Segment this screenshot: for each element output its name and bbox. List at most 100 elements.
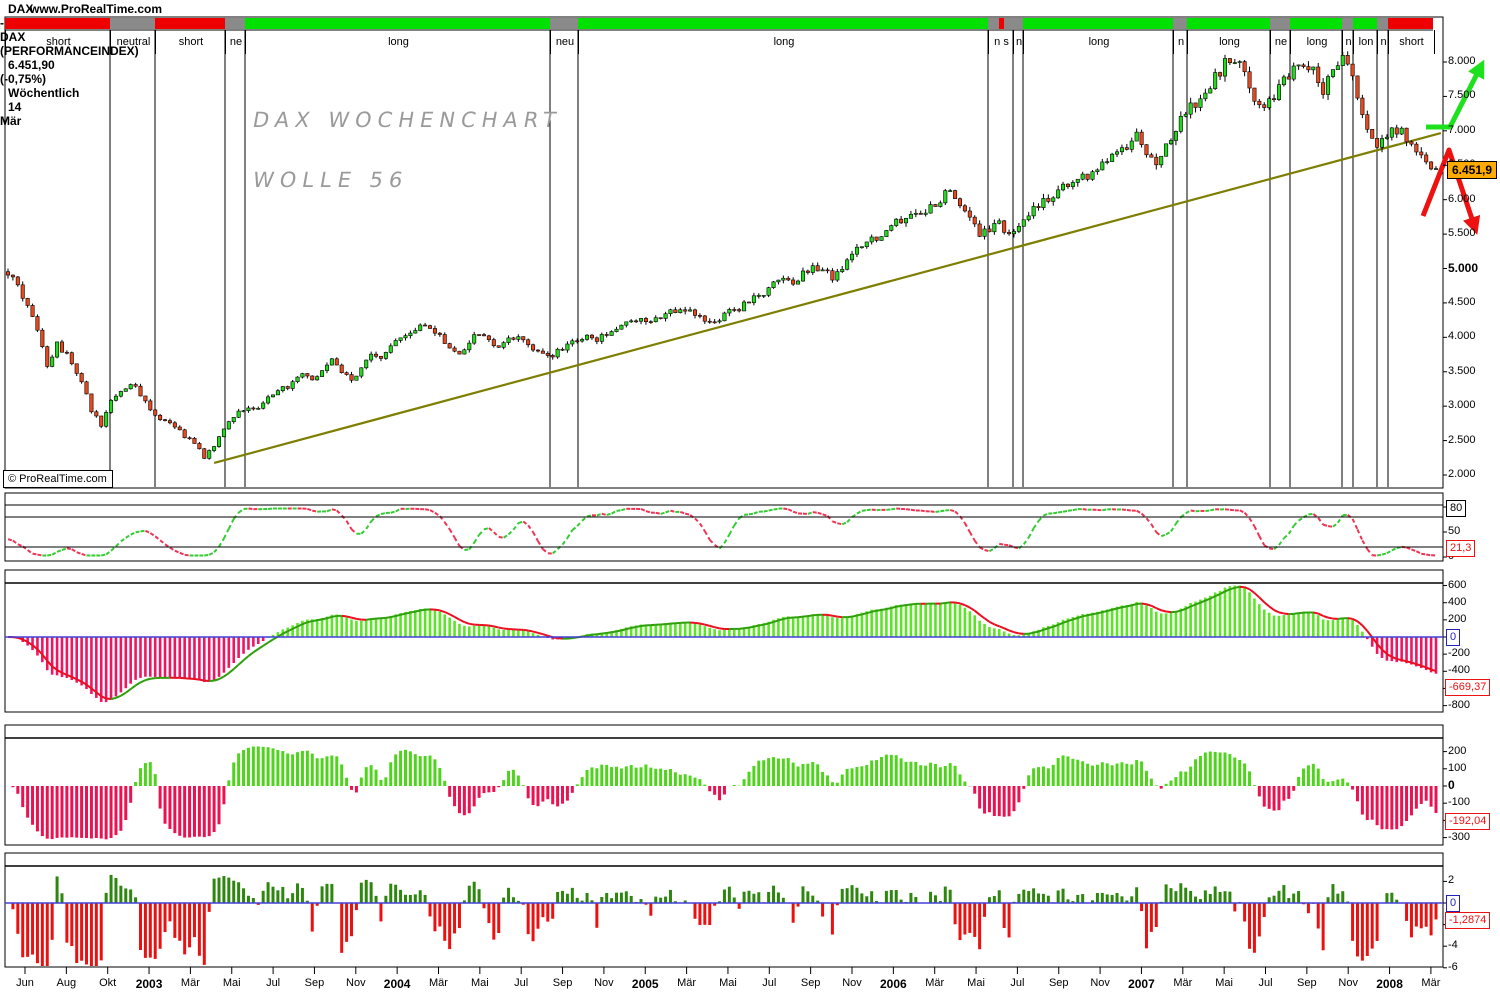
timeframe-label: Wöchentlich [8, 86, 80, 100]
signal-segment-label: ne [1270, 30, 1291, 54]
signal-segment-label: n [1013, 30, 1024, 54]
axis-tick-label: Nov [1090, 977, 1110, 989]
axis-tick-label: Sep [304, 977, 325, 989]
axis-tick-label: 2003 [135, 977, 163, 991]
axis-tick-label: Jul [1258, 977, 1273, 989]
axis-tick-label: Mär [180, 977, 200, 989]
macd-zero-box: 0 [1446, 629, 1461, 646]
signal-segment-label: short [155, 30, 226, 54]
drawn-text-wochenchart[interactable]: DAX WOCHENCHART [250, 108, 564, 132]
stochastic-panel[interactable] [7, 507, 1437, 557]
macd-panel[interactable] [7, 585, 1438, 703]
axis-tick-label: -800 [1448, 698, 1471, 711]
axis-tick-label: Jul [762, 977, 777, 989]
drawn-text-wolle56[interactable]: WOLLE 56 [250, 168, 411, 192]
signal-segment-label: short [5, 30, 111, 54]
drawn-arrows[interactable] [1420, 59, 1485, 235]
axis-tick-label: -400 [1448, 664, 1471, 677]
axis-tick-label: Nov [594, 977, 614, 989]
signal-segment-label: lon [1353, 30, 1378, 54]
axis-tick-label: 3.000 [1448, 399, 1476, 412]
axis-tick-label: 2005 [631, 977, 659, 991]
axis-tick-label: -200 [1448, 647, 1471, 660]
axis-tick-label: Mai [719, 977, 737, 989]
candles-layer[interactable] [6, 51, 1439, 460]
axis-tick-label: Sep [1048, 977, 1069, 989]
axis-tick-label: 8.000 [1448, 55, 1476, 67]
signal-segment-label: n [1173, 30, 1188, 54]
axis-tick-label: Sep [800, 977, 821, 989]
axis-tick-label: Jul [514, 977, 529, 989]
axis-tick-label: 2.000 [1448, 468, 1476, 480]
last-quote: 6.451,90 (-0,75%) [0, 58, 55, 86]
axis-tick-label: Mai [222, 977, 241, 989]
signal-segment-label: n s [988, 30, 1014, 54]
axis-tick-label: 7.000 [1448, 123, 1476, 136]
signal-segment-label: n [1342, 30, 1354, 54]
stoch-last-value-box: 21,3 [1446, 540, 1476, 557]
axis-tick-label: 6.000 [1448, 192, 1476, 205]
axis-tick-label: 2006 [879, 977, 907, 991]
axis-tick-label: Nov [346, 977, 366, 989]
axis-tick-label: Mai [967, 977, 985, 989]
axis-tick-label: 2007 [1128, 977, 1155, 991]
signal-bar [5, 18, 1433, 29]
signal-segment-label: long [245, 30, 551, 54]
chg-zero-box: 0 [1446, 895, 1461, 912]
axis-tick-label: -4 [1448, 939, 1458, 952]
axis-tick-label: 5.500 [1448, 227, 1476, 240]
site-link[interactable]: www.ProRealTime.com [30, 2, 163, 16]
date-label: 14 Mär [0, 100, 22, 128]
red-down-arrow [1420, 147, 1481, 235]
axis-tick-label: 2008 [1376, 977, 1403, 991]
trend-line[interactable] [213, 131, 1442, 465]
axis-tick-label: 4.500 [1448, 295, 1476, 308]
green-up-arrow [1426, 59, 1485, 130]
axis-tick-label: Mär [677, 977, 697, 989]
axis-tick-label: Mai [1215, 977, 1234, 989]
signal-segment-label: long [1023, 30, 1174, 54]
copyright-box: © ProRealTime.com [3, 470, 113, 488]
macd-last-value-box: -669,37 [1445, 679, 1491, 696]
axis-tick-label: Mai [470, 977, 489, 989]
signal-segment-label: short [1388, 30, 1435, 54]
axis-tick-label: 400 [1448, 595, 1467, 608]
axis-tick-label: 3.500 [1448, 364, 1476, 377]
axis-tick-label: 600 [1448, 578, 1467, 591]
instrument-name: DAX - DAX (PERFORMANCEINDEX) [0, 2, 139, 58]
panel-frames [4, 16, 1444, 968]
axis-tick-label: Sep [552, 977, 573, 989]
axis-tick-label: Mär [1173, 977, 1193, 989]
axis-tick-label: Jul [266, 977, 281, 989]
last-price-badge: 6.451,9 [1447, 161, 1498, 179]
axis-tick-label: Jul [1010, 977, 1025, 989]
axis-tick-label: -100 [1448, 796, 1471, 809]
axis-tick-label: -300 [1448, 830, 1471, 843]
axis-tick-label: 200 [1448, 612, 1467, 625]
chg-last-value-box: -1,2874 [1445, 912, 1491, 929]
axis-tick-label: Aug [56, 977, 77, 989]
axis-tick-label: 4.000 [1448, 330, 1476, 343]
axis-tick-label: Jun [16, 977, 34, 989]
signal-segment-label: ne [225, 30, 246, 54]
signal-segment-label: n [1377, 30, 1389, 54]
axis-tick-label: 2 [1448, 874, 1455, 887]
axis-tick-label: 7.500 [1448, 89, 1476, 102]
weekly-change-panel[interactable] [8, 874, 1438, 966]
signal-segment-label: neu [550, 30, 579, 54]
axis-tick-label: 2.500 [1448, 433, 1476, 446]
momentum-panel[interactable] [8, 746, 1438, 840]
roc-last-value-box: -192,04 [1445, 813, 1491, 830]
axis-tick-label: 200 [1448, 744, 1467, 757]
axis-tick-label: Nov [842, 977, 862, 989]
stoch-level-badge: 80 [1446, 500, 1467, 517]
axis-tick-label: -6 [1448, 960, 1458, 973]
signal-segment-label: long [1290, 30, 1343, 54]
axis-tick-label: 0 [1448, 778, 1455, 792]
axis-tick-label: Mär [925, 977, 945, 989]
signal-segment-label: long [1187, 30, 1271, 54]
axis-tick-label: Sep [1297, 977, 1317, 989]
axis-tick-label: 100 [1448, 761, 1467, 774]
